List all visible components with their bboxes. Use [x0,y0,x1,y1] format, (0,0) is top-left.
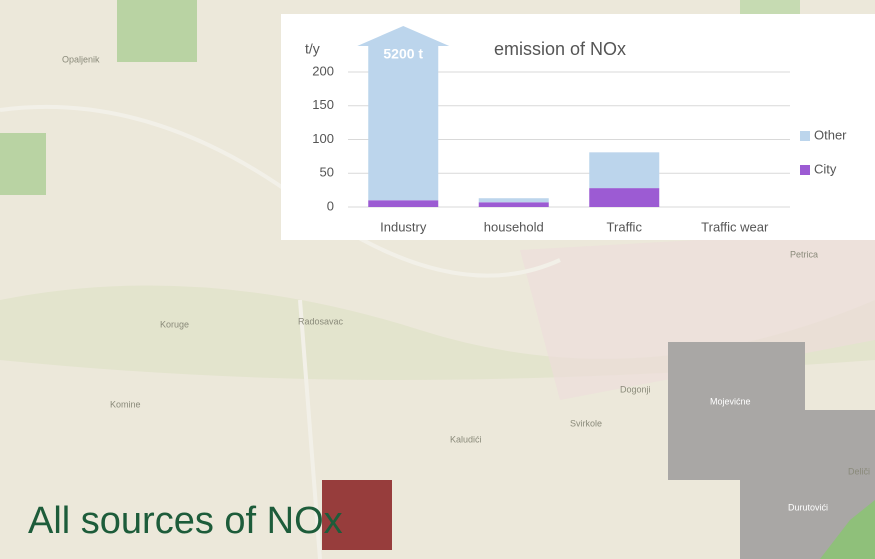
y-tick-label: 50 [320,165,334,180]
map-label: Deliči [848,466,870,476]
map-label: Koruge [160,319,189,329]
legend-swatch [800,165,810,175]
y-tick-label: 150 [312,97,334,112]
y-tick-label: 0 [327,198,334,213]
y-tick-label: 200 [312,63,334,78]
map-label: Komine [110,399,141,409]
chart-title: emission of NOx [494,39,626,59]
forest-patch [820,500,875,559]
bar-segment [478,202,549,207]
map-label: Durutovići [788,502,828,512]
y-tick-label: 100 [312,131,334,146]
quarry-area [668,342,875,559]
grid-cell [322,480,392,550]
forest-patch [0,133,46,195]
map-label: Dogonji [620,384,651,394]
map-label: Kaludići [450,434,482,444]
caption: All sources of NOx [28,500,343,542]
bar-segment [368,72,439,201]
map-label: Opaljenik [62,54,100,64]
x-tick-label: Traffic wear [701,219,769,234]
map-label: Petrica [790,249,818,259]
map-label: Radosavac [298,316,344,326]
map-label: Svirkole [570,418,602,428]
legend-swatch [800,131,810,141]
y-axis-label: t/y [305,41,320,57]
legend-label: City [814,161,837,176]
bar-segment [368,200,439,207]
bar-segment [589,152,660,189]
forest-patch [117,0,197,62]
x-tick-label: Industry [380,219,427,234]
bar-segment [589,188,660,207]
annotation: 5200 t [383,46,423,62]
plot-area [368,72,660,207]
terrain [0,285,875,380]
urban-area [520,230,875,400]
road [298,299,322,559]
overflow-arrow [357,26,450,72]
x-tick-label: Traffic [607,219,643,234]
x-tick-label: household [484,219,544,234]
bar-segment [478,198,549,203]
map-label: Mojevićne [710,396,751,406]
legend-label: Other [814,127,847,142]
